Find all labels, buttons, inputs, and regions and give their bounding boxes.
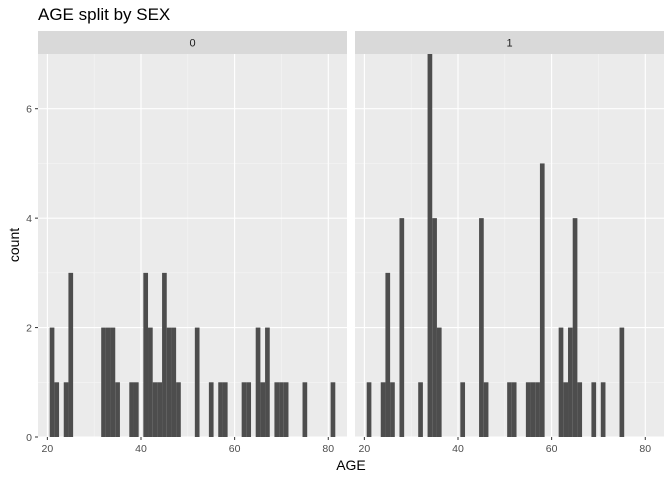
facet-panel-1: 1 20 40 60 80 bbox=[355, 31, 664, 455]
histogram-bar bbox=[366, 382, 372, 437]
y-axis-title: count bbox=[6, 228, 22, 262]
histogram-bar bbox=[511, 382, 517, 437]
histogram-bar bbox=[390, 382, 395, 437]
histogram-bar bbox=[115, 382, 120, 437]
x-tick-label: 80 bbox=[639, 443, 651, 455]
histogram-bar bbox=[222, 382, 228, 437]
histogram-bar bbox=[54, 382, 60, 437]
histogram-bar bbox=[535, 382, 540, 437]
histogram-bar bbox=[157, 382, 163, 437]
histogram-bar bbox=[260, 382, 266, 437]
histogram-bar bbox=[619, 327, 625, 437]
y-tick-label: 6 bbox=[26, 104, 32, 116]
histogram-bar bbox=[148, 327, 153, 437]
x-tick-label: 80 bbox=[322, 443, 334, 455]
y-tick-label: 0 bbox=[26, 432, 32, 444]
facet-strip bbox=[355, 31, 664, 54]
histogram-bar bbox=[246, 382, 252, 437]
y-tick-label: 4 bbox=[26, 213, 32, 225]
chart-title: AGE split by SEX bbox=[38, 5, 170, 24]
histogram-bar bbox=[283, 382, 289, 437]
histogram-bar bbox=[241, 382, 247, 437]
x-tick-label: 40 bbox=[452, 443, 464, 455]
histogram-bar bbox=[171, 327, 177, 437]
histogram-bar bbox=[600, 382, 606, 437]
histogram-bar bbox=[460, 382, 466, 437]
x-tick-label: 40 bbox=[135, 443, 147, 455]
histogram-bar bbox=[152, 382, 158, 437]
histogram-bar bbox=[129, 382, 134, 437]
histogram-bar bbox=[399, 218, 405, 437]
histogram-bar bbox=[218, 382, 223, 437]
facet-strip bbox=[38, 31, 347, 54]
x-tick-label: 20 bbox=[42, 443, 54, 455]
facet-panels: 0 20 40 60 80 0 2 4 6 1 20 40 60 80 bbox=[26, 31, 664, 455]
facet-strip-label: 1 bbox=[506, 38, 512, 50]
panel-background bbox=[355, 54, 664, 437]
histogram-bar bbox=[63, 382, 69, 437]
histogram-bar bbox=[568, 327, 573, 437]
histogram-bar bbox=[255, 327, 261, 437]
histogram-bar bbox=[166, 327, 172, 437]
histogram-bar bbox=[133, 382, 139, 437]
facet-panel-0: 0 20 40 60 80 0 2 4 6 bbox=[26, 31, 347, 455]
histogram-bar bbox=[208, 382, 214, 437]
histogram-bar bbox=[265, 327, 270, 437]
histogram-bar bbox=[539, 163, 545, 437]
facet-strip-label: 0 bbox=[189, 38, 195, 50]
histogram-bar bbox=[279, 382, 284, 437]
histogram-bar bbox=[483, 382, 489, 437]
panel-background bbox=[38, 54, 347, 437]
histogram-bar bbox=[162, 272, 167, 437]
histogram-bar bbox=[591, 382, 597, 437]
histogram-bar bbox=[330, 382, 336, 437]
x-tick-label: 60 bbox=[546, 443, 558, 455]
histogram-bar bbox=[563, 382, 569, 437]
histogram-bar bbox=[49, 327, 55, 437]
y-tick-label: 2 bbox=[26, 323, 32, 335]
histogram-bar bbox=[302, 382, 308, 437]
histogram-bar bbox=[427, 54, 433, 437]
histogram-bar bbox=[68, 272, 74, 437]
histogram-bar bbox=[194, 327, 200, 437]
histogram-bar bbox=[558, 327, 564, 437]
histogram-bar bbox=[143, 272, 149, 437]
histogram-bar bbox=[101, 327, 106, 437]
histogram-bar bbox=[105, 327, 111, 437]
histogram-bar bbox=[525, 382, 531, 437]
histogram-bar bbox=[110, 327, 116, 437]
histogram-bar bbox=[380, 382, 386, 437]
x-axis-title: AGE bbox=[336, 457, 366, 473]
histogram-bar bbox=[436, 327, 442, 437]
histogram-bar bbox=[479, 218, 484, 437]
histogram-bar bbox=[385, 272, 391, 437]
histogram-bar bbox=[418, 382, 423, 437]
histogram-bar bbox=[432, 218, 437, 437]
histogram-bar bbox=[572, 218, 578, 437]
histogram-bar bbox=[530, 382, 536, 437]
histogram-bar bbox=[176, 382, 181, 437]
histogram-bar bbox=[274, 382, 280, 437]
histogram-bar bbox=[577, 382, 583, 437]
x-tick-label: 60 bbox=[229, 443, 241, 455]
x-tick-label: 20 bbox=[359, 443, 371, 455]
histogram-bar bbox=[507, 382, 512, 437]
